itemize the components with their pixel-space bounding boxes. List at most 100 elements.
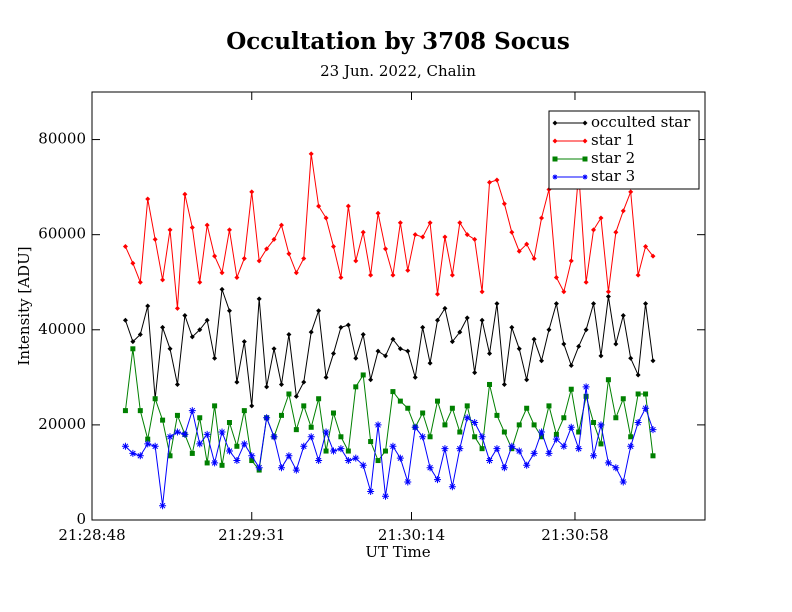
marker [249, 403, 255, 409]
marker [130, 339, 136, 345]
marker [352, 454, 360, 462]
marker [381, 492, 389, 500]
marker [397, 346, 403, 352]
marker [613, 415, 619, 421]
marker [650, 358, 656, 364]
marker [129, 449, 137, 457]
marker [531, 255, 537, 261]
marker [151, 442, 159, 450]
marker [472, 434, 478, 440]
marker [145, 303, 151, 309]
marker [427, 220, 433, 226]
marker [301, 379, 307, 385]
marker [368, 272, 374, 278]
marker [167, 227, 173, 233]
marker [442, 234, 448, 240]
marker [582, 383, 590, 391]
marker [204, 222, 210, 228]
marker [583, 393, 589, 399]
marker [643, 391, 649, 397]
marker [635, 372, 641, 378]
marker [145, 196, 151, 202]
marker [218, 428, 226, 436]
marker [539, 434, 545, 440]
marker [211, 459, 219, 467]
marker [568, 362, 574, 368]
marker [487, 179, 493, 185]
marker [382, 246, 388, 252]
marker [561, 289, 567, 295]
marker [181, 430, 189, 438]
marker [500, 464, 508, 472]
marker [643, 301, 649, 307]
marker [508, 442, 516, 450]
marker [173, 428, 181, 436]
marker [292, 466, 300, 474]
marker [389, 442, 397, 450]
marker [204, 460, 210, 466]
marker [174, 305, 180, 311]
y-tick-label: 0 [76, 510, 86, 528]
marker [225, 447, 233, 455]
marker [575, 445, 583, 453]
legend-label: star 2 [591, 149, 635, 167]
marker [524, 405, 530, 411]
marker [353, 384, 359, 390]
marker [515, 447, 523, 455]
x-tick-label: 21:30:58 [541, 526, 608, 544]
marker [329, 447, 337, 455]
marker [160, 277, 166, 283]
marker [256, 296, 262, 302]
marker [591, 420, 597, 426]
marker [442, 305, 448, 311]
marker [501, 429, 507, 435]
marker [122, 244, 128, 250]
marker [591, 301, 597, 307]
marker [576, 343, 582, 349]
marker [464, 232, 470, 238]
marker [248, 452, 256, 460]
marker [256, 258, 262, 264]
marker [635, 391, 641, 397]
marker [545, 449, 553, 457]
marker [396, 454, 404, 462]
marker [241, 339, 247, 345]
marker [167, 346, 173, 352]
marker [353, 258, 359, 264]
marker [300, 442, 308, 450]
marker [568, 258, 574, 264]
marker [249, 458, 255, 464]
marker [405, 267, 411, 273]
marker [634, 419, 642, 427]
marker [278, 381, 284, 387]
marker [494, 412, 500, 418]
marker [598, 441, 604, 447]
marker [560, 442, 568, 450]
marker [405, 405, 411, 411]
marker [353, 355, 359, 361]
marker [650, 253, 656, 259]
marker [530, 449, 538, 457]
marker [144, 440, 152, 448]
marker [523, 461, 531, 469]
series-line [124, 348, 654, 472]
marker [197, 327, 203, 333]
marker [285, 452, 293, 460]
marker [553, 301, 559, 307]
legend-box [548, 110, 700, 190]
marker [463, 414, 471, 422]
marker [308, 151, 314, 157]
marker [226, 227, 232, 233]
y-tick-label: 80000 [38, 130, 86, 148]
marker [552, 138, 558, 144]
marker [553, 274, 559, 280]
marker [367, 487, 375, 495]
marker [649, 426, 657, 434]
marker [457, 220, 463, 226]
marker [323, 448, 329, 454]
marker [167, 453, 173, 459]
marker [628, 355, 634, 361]
marker [583, 279, 589, 285]
marker [449, 405, 455, 411]
